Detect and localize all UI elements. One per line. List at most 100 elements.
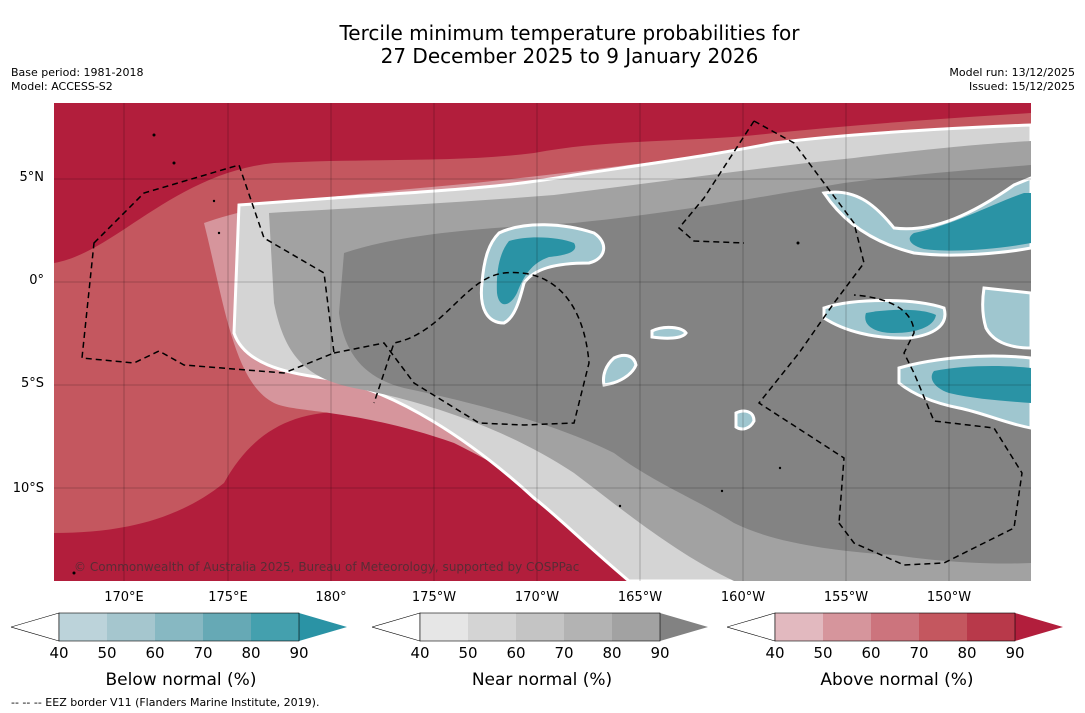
colorbar-near-seg-3: [516, 613, 564, 641]
legend-below-tick-40: 40: [49, 644, 69, 662]
below-dark-patch-2: [909, 193, 1031, 251]
lon-label-170w: 170°W: [514, 590, 560, 605]
colorbar-below-normal: [9, 612, 347, 642]
island-dot: [152, 133, 156, 137]
below-small-patch-b: [602, 353, 638, 387]
colorbar-near-seg-2: [468, 613, 516, 641]
graticule: [54, 103, 1031, 581]
below-small-patch-c: [734, 409, 756, 431]
legend-near-tick-80: 80: [602, 644, 622, 662]
lat-label-10s: 10°S: [12, 481, 44, 496]
island-dot: [72, 571, 76, 575]
island-dot: [217, 231, 221, 235]
legend-above-tick-60: 60: [861, 644, 881, 662]
eez-borders: [81, 120, 1023, 566]
colorbar-near-overflow: [660, 613, 708, 641]
legend-near-tick-70: 70: [554, 644, 574, 662]
island-dot: [172, 161, 176, 165]
colorbar-near-normal: [370, 612, 708, 642]
eez-footnote: -- -- -- EEZ border V11 (Flanders Marine…: [11, 696, 320, 709]
below-small-patch-a: [650, 325, 688, 340]
colorbar-near-seg-1: [420, 613, 468, 641]
legend-near-tick-90: 90: [650, 644, 670, 662]
lon-label-160w: 160°W: [720, 590, 766, 605]
legend-above-tick-90: 90: [1005, 644, 1025, 662]
lat-label-5s: 5°S: [20, 376, 44, 391]
colorbar-below-frame: [58, 612, 300, 642]
legend-below-tick-60: 60: [145, 644, 165, 662]
lat-label-0: 0°: [29, 273, 44, 288]
legend-near-tick-60: 60: [506, 644, 526, 662]
island-dot: [212, 199, 216, 203]
legend-below-tick-70: 70: [193, 644, 213, 662]
eez-line-islands-west: [753, 120, 865, 524]
eez-phoenix: [333, 271, 590, 426]
legend-above-title: Above normal (%): [820, 670, 974, 690]
title-line-1: Tercile minimum temperature probabilitie…: [339, 21, 800, 45]
island-dot: [720, 489, 724, 493]
colorbar-below-underflow: [9, 612, 60, 642]
model-run: Model run: 13/12/2025: [949, 66, 1075, 79]
colorbar-above-seg-5: [967, 613, 1015, 641]
colorbar-below-seg-3: [155, 613, 203, 641]
chart-title: Tercile minimum temperature probabilitie…: [0, 22, 1085, 68]
copyright-notice: © Commonwealth of Australia 2025, Bureau…: [74, 560, 579, 574]
colorbar-above-seg-1: [775, 613, 823, 641]
meta-left: Base period: 1981-2018 Model: ACCESS-S2: [11, 66, 143, 94]
lon-label-155w: 155°W: [823, 590, 869, 605]
lon-label-150w: 150°W: [926, 590, 972, 605]
colorbar-above-overflow: [1015, 613, 1063, 641]
legend-near-tick-50: 50: [458, 644, 478, 662]
colorbar-near-frame: [419, 612, 661, 642]
islands: [72, 133, 800, 575]
colorbar-below-overflow: [299, 613, 347, 641]
colorbar-below-seg-5: [251, 613, 299, 641]
legend-below-tick-50: 50: [97, 644, 117, 662]
colorbar-below-seg-1: [59, 613, 107, 641]
colorbar-above-underflow: [725, 612, 776, 642]
legend-above-normal: 40 50 60 70 80 90 Above normal (%): [725, 610, 1067, 690]
probability-map: © Commonwealth of Australia 2025, Bureau…: [54, 103, 1031, 581]
issued-date: Issued: 15/12/2025: [968, 80, 1075, 93]
colorbar-above-normal: [725, 612, 1063, 642]
below-dark-patch-1: [496, 237, 576, 305]
legend-above-tick-50: 50: [813, 644, 833, 662]
lon-label-175e: 175°E: [208, 590, 248, 605]
legend-below-tick-80: 80: [241, 644, 261, 662]
below-dark-patch-5: [931, 366, 1031, 403]
island-dot: [778, 466, 782, 470]
legend-near-normal: 40 50 60 70 80 90 Near normal (%): [370, 610, 712, 690]
meta-right: Model run: 13/12/2025 Issued: 15/12/2025: [949, 66, 1075, 94]
legend-above-tick-80: 80: [957, 644, 977, 662]
lat-label-5n: 5°N: [19, 170, 45, 185]
eez-central-north: [677, 120, 755, 244]
colorbar-above-seg-4: [919, 613, 967, 641]
colorbar-near-seg-4: [564, 613, 612, 641]
eez-line-islands-south: [838, 294, 1023, 566]
colorbar-above-seg-2: [823, 613, 871, 641]
legend-below-normal: 40 50 60 70 80 90 Below normal (%): [9, 610, 351, 690]
colorbar-near-underflow: [370, 612, 421, 642]
colorbar-near-seg-5: [612, 613, 660, 641]
legend-above-tick-70: 70: [909, 644, 929, 662]
colorbar-below-seg-4: [203, 613, 251, 641]
island-dot: [618, 504, 622, 508]
legend-near-title: Near normal (%): [471, 670, 613, 690]
title-line-2: 27 December 2025 to 9 January 2026: [380, 44, 759, 68]
colorbar-below-seg-2: [107, 613, 155, 641]
legend-above-tick-40: 40: [765, 644, 785, 662]
base-period: Base period: 1981-2018: [11, 66, 144, 79]
lon-label-170e: 170°E: [104, 590, 144, 605]
legend-below-title: Below normal (%): [105, 670, 257, 690]
legend-near-tick-40: 40: [410, 644, 430, 662]
lon-label-165w: 165°W: [617, 590, 663, 605]
eez-kiribati-west: [81, 164, 335, 374]
below-light-patch-4: [981, 286, 1031, 350]
legend-below-tick-90: 90: [289, 644, 309, 662]
model-name: Model: ACCESS-S2: [11, 80, 113, 93]
lon-label-175w: 175°W: [411, 590, 457, 605]
colorbar-above-frame: [774, 612, 1016, 642]
island-dot: [796, 241, 800, 245]
colorbar-above-seg-3: [871, 613, 919, 641]
below-dark-patch-3: [865, 309, 936, 333]
